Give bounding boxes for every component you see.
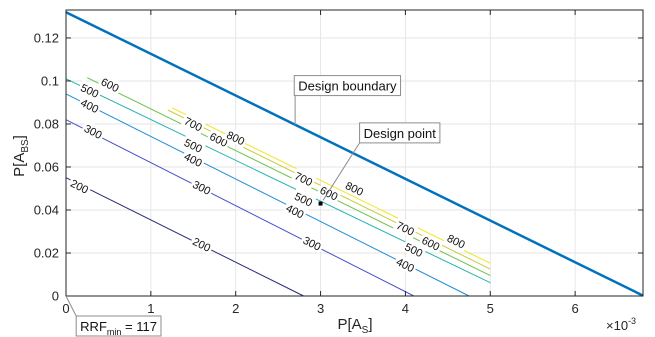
rrf-annotation: RRFmin = 117 [65, 295, 162, 337]
y-axis-label: P[ABS] [11, 135, 31, 177]
contour-label-300: 300 [189, 176, 215, 198]
contour-label-bg [189, 233, 215, 255]
contour-label-bg [180, 148, 207, 170]
x-axis-exponent: ×10-3 [606, 316, 636, 333]
design-boundary-series [65, 11, 644, 297]
y-tick-label: 0.08 [34, 116, 59, 131]
contour-lines [65, 77, 491, 297]
contour-label-bg [77, 94, 103, 116]
contour-label-bg [341, 177, 368, 199]
design-point-annotation-text: Design point [364, 126, 437, 141]
contour-label-bg [401, 238, 427, 260]
y-tick-label: 0.04 [34, 202, 59, 217]
contour-label-800: 800 [443, 230, 470, 252]
x-tick-label: 4 [402, 301, 409, 316]
contour-label-bg [392, 253, 419, 276]
x-tick-label: 3 [317, 301, 324, 316]
contour-label-bg [316, 182, 342, 204]
contour-label-bg [189, 176, 215, 198]
rrf-annotation-text: RRFmin = 117 [80, 319, 157, 337]
contour-label-bg [282, 199, 309, 222]
contour-label-700: 700 [291, 167, 317, 190]
x-tick-label: 5 [487, 301, 494, 316]
contour-label-bg [443, 230, 470, 252]
boundary-annotation-box [293, 75, 402, 97]
contour-line-500 [65, 78, 491, 284]
y-tick-label: 0.1 [41, 73, 59, 88]
contour-label-bg [206, 128, 232, 150]
x-tick-label: 6 [572, 301, 579, 316]
design-point-annotation: Design point [322, 122, 441, 201]
boundary-annotation-text: Design boundary [298, 79, 397, 94]
contour-label-bg [67, 175, 93, 197]
design-boundary-line [65, 11, 644, 297]
contour-label-bg [223, 126, 249, 149]
contour-label-700: 700 [392, 217, 419, 239]
y-tick-label: 0.06 [34, 159, 59, 174]
contour-label-bg [291, 188, 317, 210]
x-tick-label: 0 [62, 301, 69, 316]
contour-label-bg [180, 112, 207, 135]
contour-label-700: 700 [180, 112, 207, 135]
rrf-annotation-arrow [65, 295, 77, 317]
contour-label-bg [77, 79, 103, 101]
rrf-annotation-box [75, 315, 162, 337]
contour-line-200 [65, 177, 304, 297]
contour-label-800: 800 [341, 177, 368, 199]
y-tick-label: 0.02 [34, 245, 59, 260]
contour-label-bg [392, 217, 419, 239]
contour-label-200: 200 [189, 233, 215, 255]
contour-labels: 2002003003003004004004004005005005005006… [67, 73, 470, 276]
x-tick-label: 1 [147, 301, 154, 316]
contour-label-bg [180, 134, 207, 156]
contour-label-bg [418, 232, 444, 254]
boundary-annotation: Design boundary [293, 75, 402, 125]
contour-line-300 [65, 119, 415, 297]
x-tick-label: 2 [232, 301, 239, 316]
x-axis-label: P[AS] [337, 316, 372, 336]
design-point-annotation-arrow [322, 142, 361, 201]
contour-line-800 [171, 107, 491, 264]
contour-label-bg [97, 73, 124, 96]
contour-label-300: 300 [299, 232, 326, 254]
axes: 0 1 2 3 4 5 6 0 0.02 0.04 0.06 0.08 0.1 0.12 [34, 9, 644, 316]
contour-label-bg [299, 232, 326, 254]
annotations: Design boundary Design point RRFmin = 117 [65, 75, 441, 337]
contour-label-bg [80, 120, 107, 142]
design-point-annotation-box [359, 122, 441, 144]
y-tick-label: 0.12 [34, 30, 59, 45]
contour-label-200: 200 [67, 175, 93, 197]
design-point-marker [318, 201, 323, 206]
y-tick-label: 0 [52, 289, 59, 304]
contour-label-bg [291, 167, 317, 190]
axes-box [65, 9, 644, 297]
